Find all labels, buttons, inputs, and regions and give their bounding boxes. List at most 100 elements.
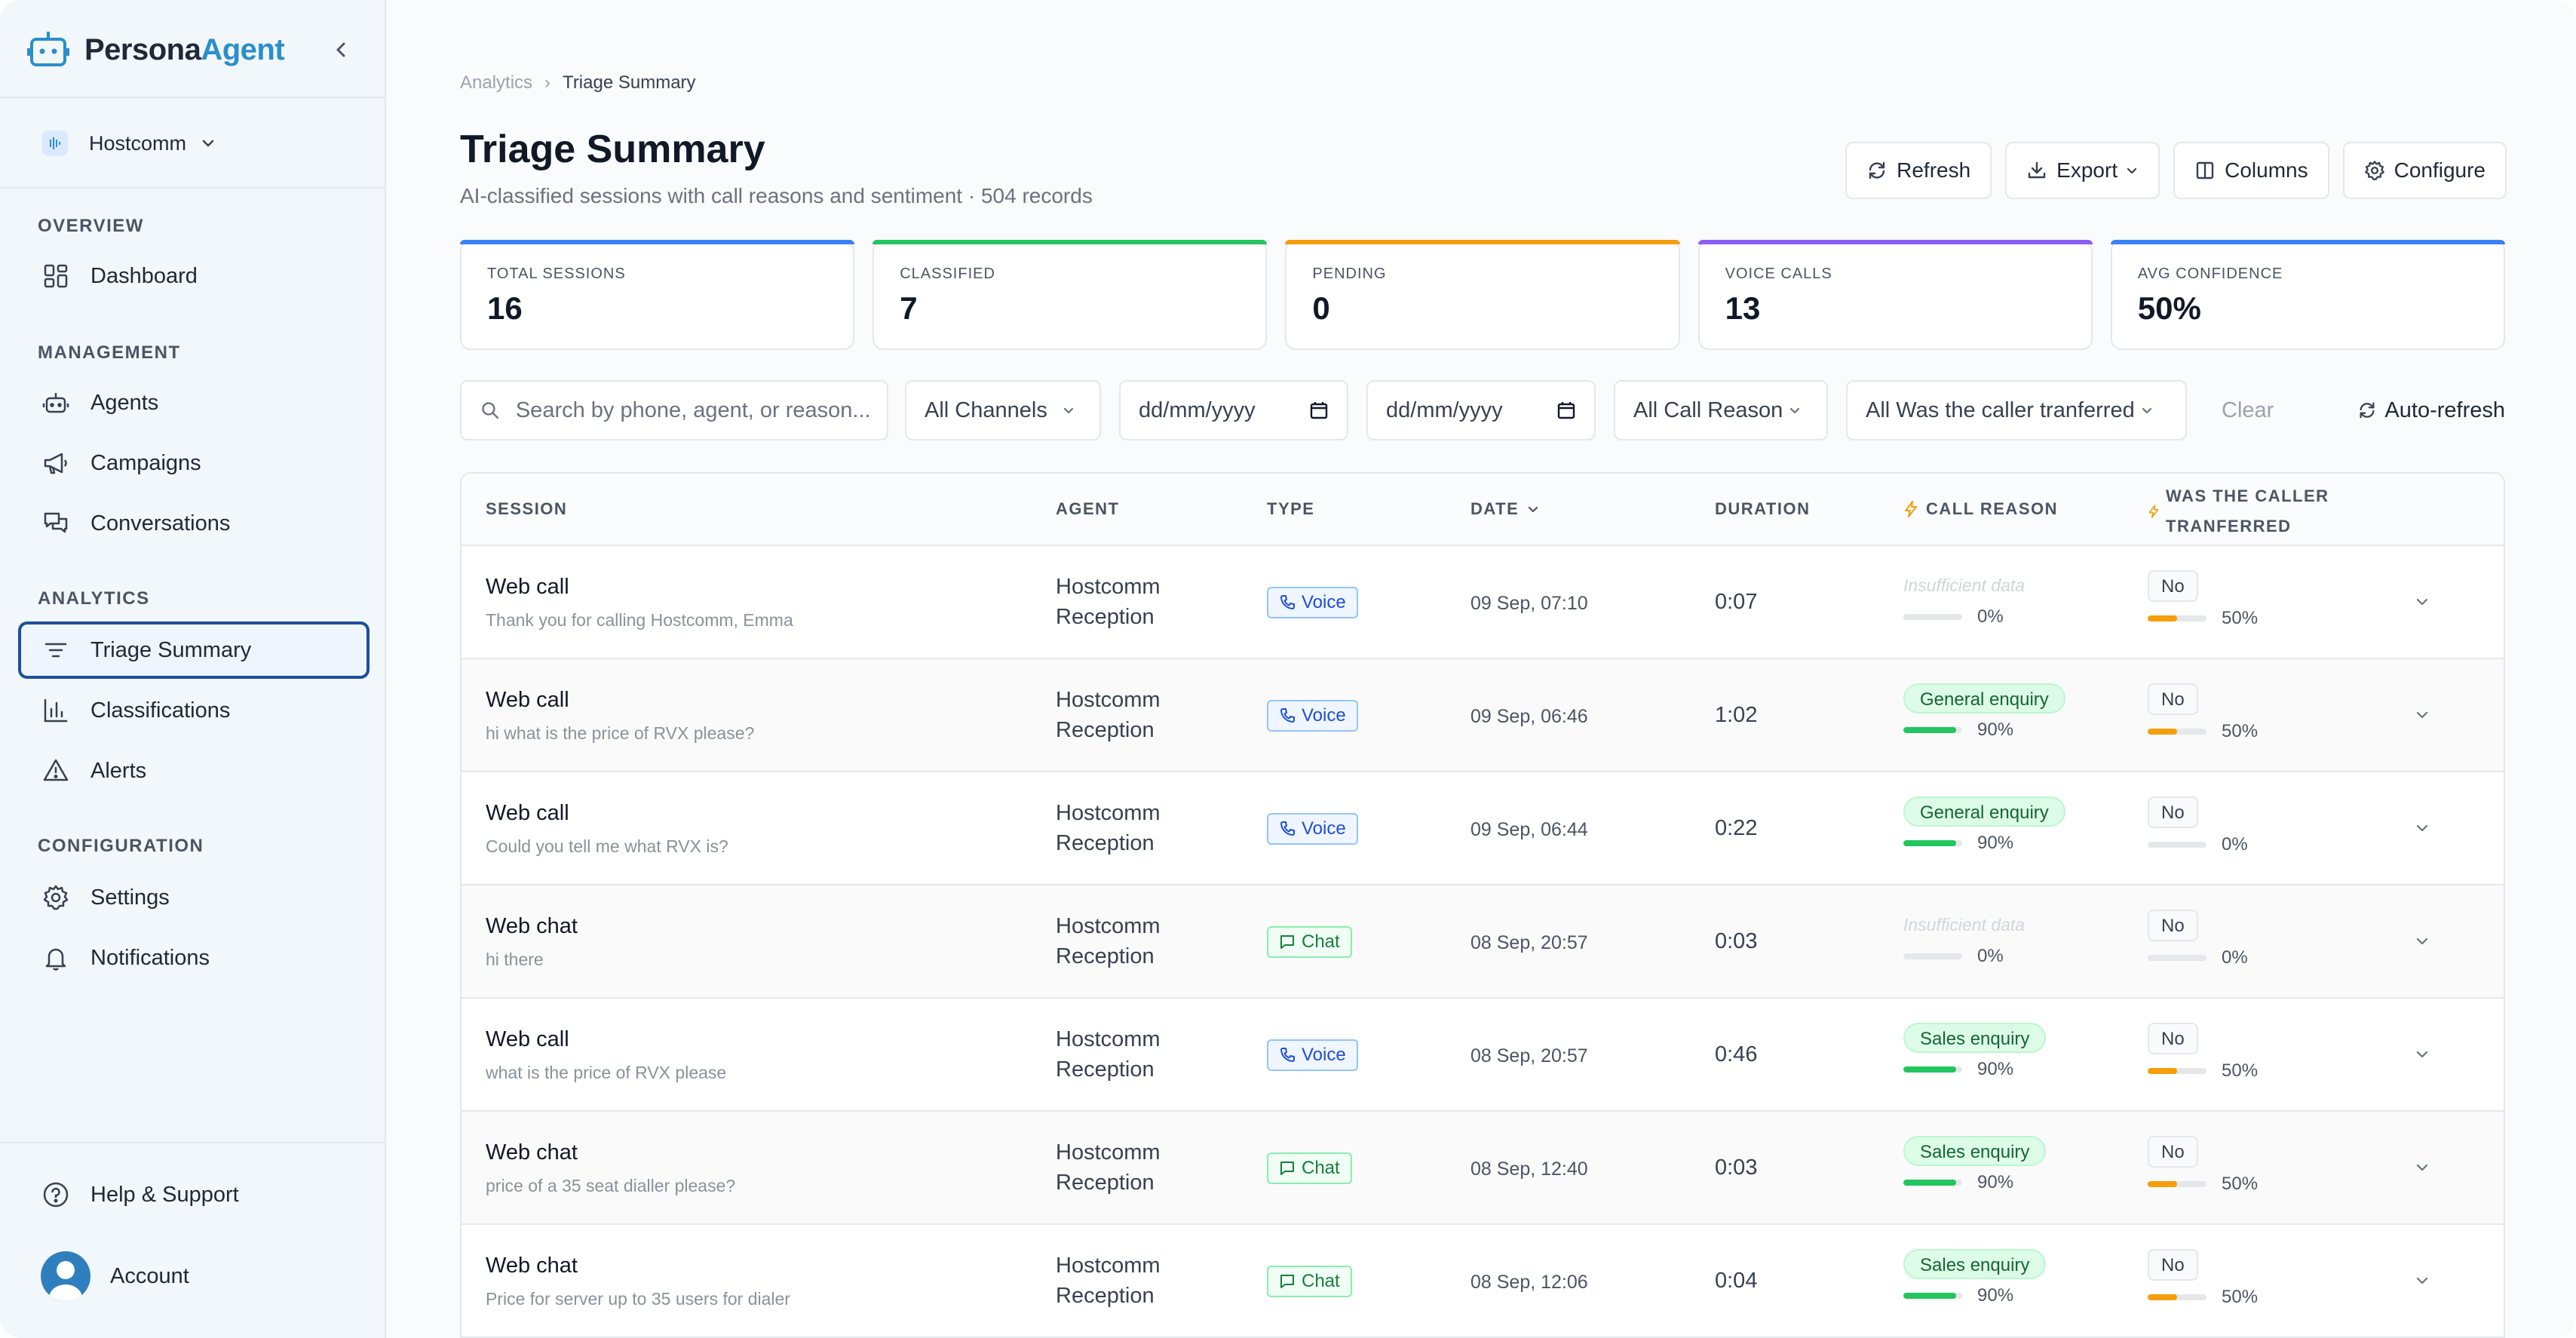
confidence-track [1903,1066,1962,1073]
transferred-cell: No 50% [2148,1136,2258,1195]
collapse-sidebar-button[interactable] [323,32,359,68]
confidence-track [2148,1068,2206,1074]
date-to-input[interactable]: dd/mm/yyyy [1366,380,1596,440]
type-label: Voice [1302,1045,1346,1065]
type-cell: Chat [1267,1152,1352,1184]
column-header-call-reason[interactable]: CALL REASON [1903,499,2058,519]
call-reason-confidence: 90% [1903,1285,2046,1306]
column-header-duration[interactable]: DURATION [1715,499,1811,518]
auto-refresh-label: Auto-refresh [2384,397,2505,422]
sidebar-item-campaigns[interactable]: Campaigns [18,434,370,492]
calendar-icon [1310,402,1328,419]
sidebar-item-settings[interactable]: Settings [18,869,370,926]
agent-name-line2: Reception [1056,1284,1155,1308]
expand-row-button[interactable] [2407,813,2437,843]
grid-icon [41,261,71,291]
transferred-badge: No [2148,570,2198,602]
agent-name-line1: Hostcomm [1056,688,1161,712]
type-badge: Chat [1267,926,1352,958]
expand-row-button[interactable] [2407,1266,2437,1296]
sidebar-item-label: Conversations [90,511,231,536]
expand-row-button[interactable] [2407,700,2437,730]
call-reason-badge: Sales enquiry [1903,1136,2047,1166]
session-cell: Web chat Price for server up to 35 users… [486,1254,790,1309]
expand-row-button[interactable] [2407,1152,2437,1183]
sidebar-item-triage-summary[interactable]: Triage Summary [18,621,370,679]
agent-name-line1: Hostcomm [1056,914,1161,938]
table-row[interactable]: Web chat price of a 35 seat dialler plea… [462,1112,2504,1225]
expand-row-button[interactable] [2407,926,2437,956]
table-row[interactable]: Web call hi what is the price of RVX ple… [462,659,2504,772]
stat-card-pending: PENDING 0 [1285,240,1680,350]
type-badge: Voice [1267,1039,1358,1071]
chevron-down-icon [1790,407,1800,414]
workspace-switcher[interactable]: Hostcomm [42,125,216,161]
confidence-percent: 50% [2222,608,2259,628]
filter-lines-icon [41,635,71,665]
section-label-management: MANAGEMENT [38,342,181,363]
column-header-transferred[interactable]: WAS THE CALLER TRANFERRED [2148,481,2329,542]
confidence-fill [2148,615,2177,621]
sidebar-item-classifications[interactable]: Classifications [18,682,370,739]
type-cell: Voice [1267,700,1358,732]
column-header-session[interactable]: SESSION [486,499,568,518]
sidebar-item-conversations[interactable]: Conversations [18,495,370,552]
sidebar-item-agents[interactable]: Agents [18,374,370,431]
sidebar-item-dashboard[interactable]: Dashboard [18,247,370,305]
table-row[interactable]: Web chat hi there Hostcomm Reception Cha… [462,885,2504,999]
megaphone-icon [41,448,71,478]
sidebar-item-notifications[interactable]: Notifications [18,929,370,987]
session-preview: hi what is the price of RVX please? [486,723,755,743]
export-button[interactable]: Export [2005,142,2160,199]
transferred-select[interactable]: All Was the caller tranferred [1846,380,2187,440]
clear-filters-button[interactable]: Clear [2222,397,2274,422]
call-reason-select[interactable]: All Call Reason [1614,380,1828,440]
refresh-button[interactable]: Refresh [1845,142,1992,199]
type-badge: Voice [1267,813,1358,845]
type-label: Chat [1302,1158,1340,1178]
stat-label: CLASSIFIED [900,265,995,282]
transferred-select-value: All Was the caller tranferred [1866,397,2135,422]
logo: PersonaAgent [27,27,359,72]
call-reason-badge: Sales enquiry [1903,1023,2047,1053]
call-reason-cell: General enquiry 90% [1903,796,2065,854]
call-reason-cell: Sales enquiry 90% [1903,1249,2047,1306]
column-header-date[interactable]: DATE [1470,499,1540,519]
configure-button[interactable]: Configure [2342,142,2507,199]
channel-select[interactable]: All Channels [905,380,1101,440]
expand-row-button[interactable] [2407,587,2437,617]
date-cell: 08 Sep, 12:40 [1470,1158,1588,1180]
breadcrumb-parent[interactable]: Analytics [460,72,533,93]
transferred-cell: No 0% [2148,910,2248,968]
sidebar-item-label: Campaigns [90,450,201,475]
help-support-link[interactable]: Help & Support [18,1166,370,1223]
column-header-type[interactable]: TYPE [1267,499,1315,518]
chevron-down-icon [202,140,214,147]
search-input[interactable]: Search by phone, agent, or reason... [460,380,888,440]
confidence-percent: 90% [1977,1172,2014,1192]
confidence-track [1903,614,1962,620]
table-row[interactable]: Web call what is the price of RVX please… [462,999,2504,1112]
transferred-badge: No [2148,683,2198,715]
session-preview: Thank you for calling Hostcomm, Emma [486,610,793,630]
session-title: Web call [486,575,569,599]
refresh-icon [2360,402,2375,419]
confidence-percent: 90% [1977,833,2014,853]
sort-chevron-down-icon [1529,506,1538,513]
table-row[interactable]: Web call Could you tell me what RVX is? … [462,772,2504,885]
auto-refresh-toggle[interactable]: Auto-refresh [2357,380,2505,440]
confidence-track [2148,729,2206,735]
columns-button[interactable]: Columns [2173,142,2329,199]
sidebar-item-alerts[interactable]: Alerts [18,742,370,799]
warning-icon [41,756,71,786]
account-menu[interactable]: Account [18,1247,370,1305]
confidence-track [1903,1293,1962,1299]
date-from-input[interactable]: dd/mm/yyyy [1119,380,1348,440]
table-row[interactable]: Web call Thank you for calling Hostcomm,… [462,546,2504,659]
agent-name-line1: Hostcomm [1056,1027,1161,1051]
table-row[interactable]: Web chat Price for server up to 35 users… [462,1225,2504,1338]
type-cell: Chat [1267,1266,1352,1297]
expand-row-button[interactable] [2407,1039,2437,1069]
date-cell: 09 Sep, 06:46 [1470,706,1588,727]
column-header-agent[interactable]: AGENT [1056,499,1120,518]
